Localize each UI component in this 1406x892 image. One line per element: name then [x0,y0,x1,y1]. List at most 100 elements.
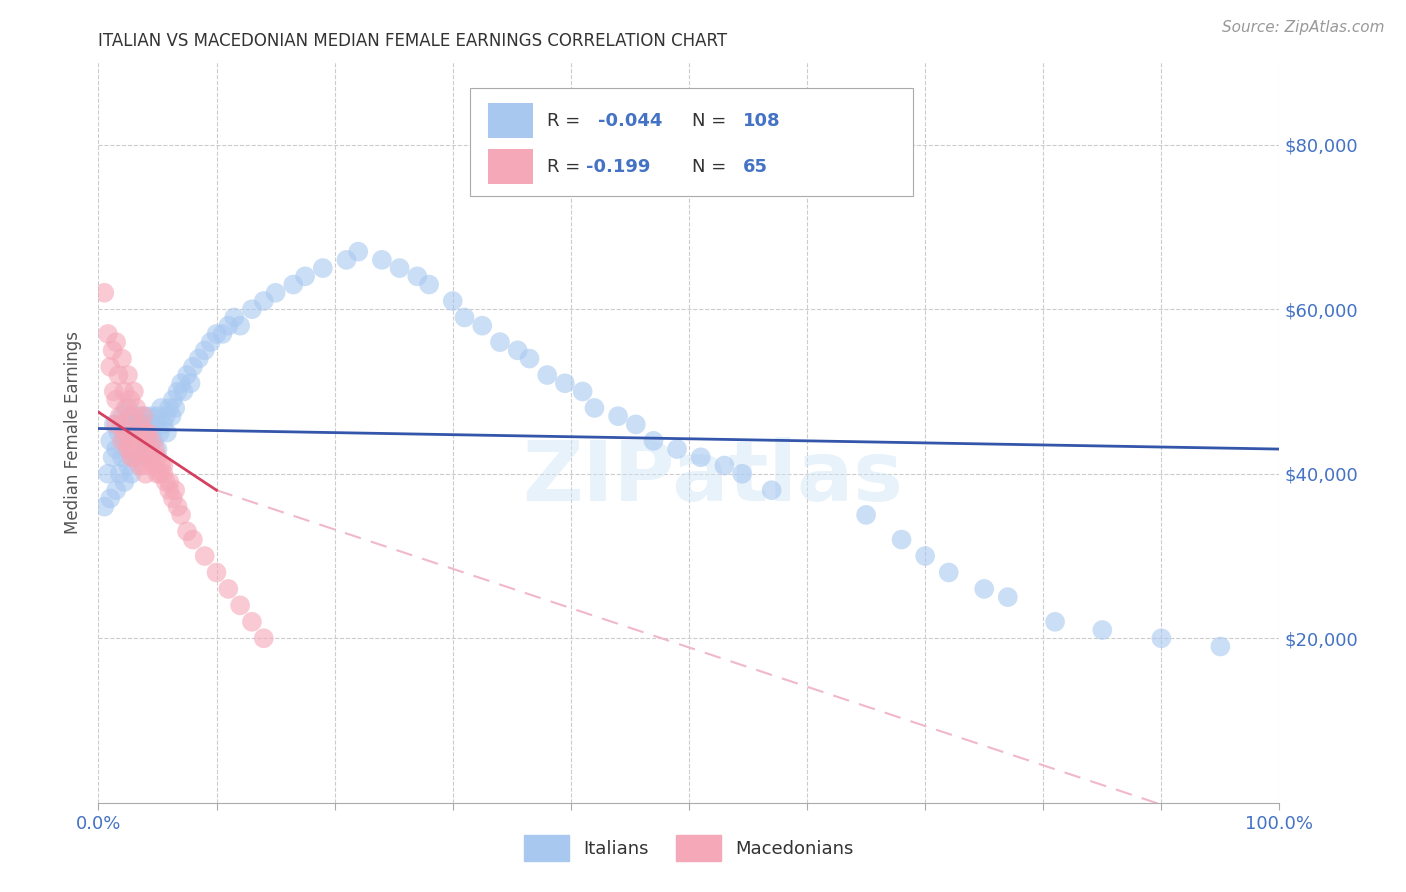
Point [217,318,239,333]
Point [149,467,172,481]
Point [112,434,135,448]
Point [453,310,475,325]
Point [181,533,204,547]
Point [98,359,121,374]
Point [172,384,194,399]
Point [117,434,139,448]
Point [136,434,159,448]
Text: N =: N = [693,112,733,129]
Point [938,566,960,580]
Point [125,401,148,415]
Point [108,467,131,481]
Point [127,425,149,440]
Point [141,409,163,424]
Point [731,467,754,481]
Point [571,384,593,399]
Text: N =: N = [693,158,733,176]
Bar [488,103,533,138]
Point [120,434,142,448]
Point [914,549,936,563]
Y-axis label: Median Female Earnings: Median Female Earnings [65,331,83,534]
Point [105,483,128,498]
Point [135,425,157,440]
Point [312,261,335,276]
Point [536,368,558,382]
Point [229,599,252,613]
Text: Source: ZipAtlas.com: Source: ZipAtlas.com [1222,20,1385,35]
Point [138,442,160,456]
Text: ITALIAN VS MACEDONIAN MEDIAN FEMALE EARNINGS CORRELATION CHART: ITALIAN VS MACEDONIAN MEDIAN FEMALE EARN… [98,32,727,50]
Point [142,458,165,473]
Point [103,417,125,432]
Point [97,467,120,481]
Point [111,417,134,432]
Point [132,442,155,456]
Point [120,442,142,456]
Point [107,368,129,382]
Point [264,285,287,300]
Point [229,318,252,333]
Point [117,442,139,456]
Point [143,442,166,456]
Text: -0.199: -0.199 [586,158,651,176]
Point [122,409,145,424]
Point [194,343,217,358]
Point [187,351,209,366]
Point [166,384,188,399]
Point [240,615,263,629]
Point [146,442,169,456]
Point [97,326,120,341]
Text: 108: 108 [744,112,780,129]
Point [138,450,160,465]
Text: R =: R = [547,158,586,176]
Point [114,417,136,432]
Point [135,442,157,456]
Point [105,417,128,432]
Point [111,434,134,448]
Point [506,343,529,358]
Point [253,293,276,308]
Point [132,409,155,424]
Point [205,566,228,580]
Point [120,417,142,432]
FancyBboxPatch shape [471,88,914,195]
Point [165,401,187,415]
Point [98,434,121,448]
Point [131,434,153,448]
Point [181,359,204,374]
Text: R =: R = [547,112,586,129]
Point [170,508,193,522]
Point [122,442,145,456]
Point [157,475,180,489]
Point [101,343,124,358]
Point [149,425,172,440]
Text: ZIPatlas: ZIPatlas [522,436,903,517]
Point [194,549,217,563]
Point [200,335,222,350]
Point [554,376,576,391]
Point [418,277,440,292]
Point [211,326,233,341]
Point [114,401,136,415]
Point [112,384,135,399]
Point [122,450,145,465]
Point [997,590,1019,604]
Point [152,458,174,473]
Point [107,425,129,440]
Point [176,524,198,539]
Point [761,483,783,498]
Point [136,425,159,440]
Point [1150,632,1173,646]
Point [146,409,169,424]
Point [112,425,135,440]
Point [157,483,180,498]
Point [152,417,174,432]
Point [121,450,143,465]
Point [122,434,145,448]
Point [441,293,464,308]
Point [217,582,239,596]
Point [643,434,665,448]
Text: -0.044: -0.044 [598,112,662,129]
Point [388,261,411,276]
Point [117,458,139,473]
